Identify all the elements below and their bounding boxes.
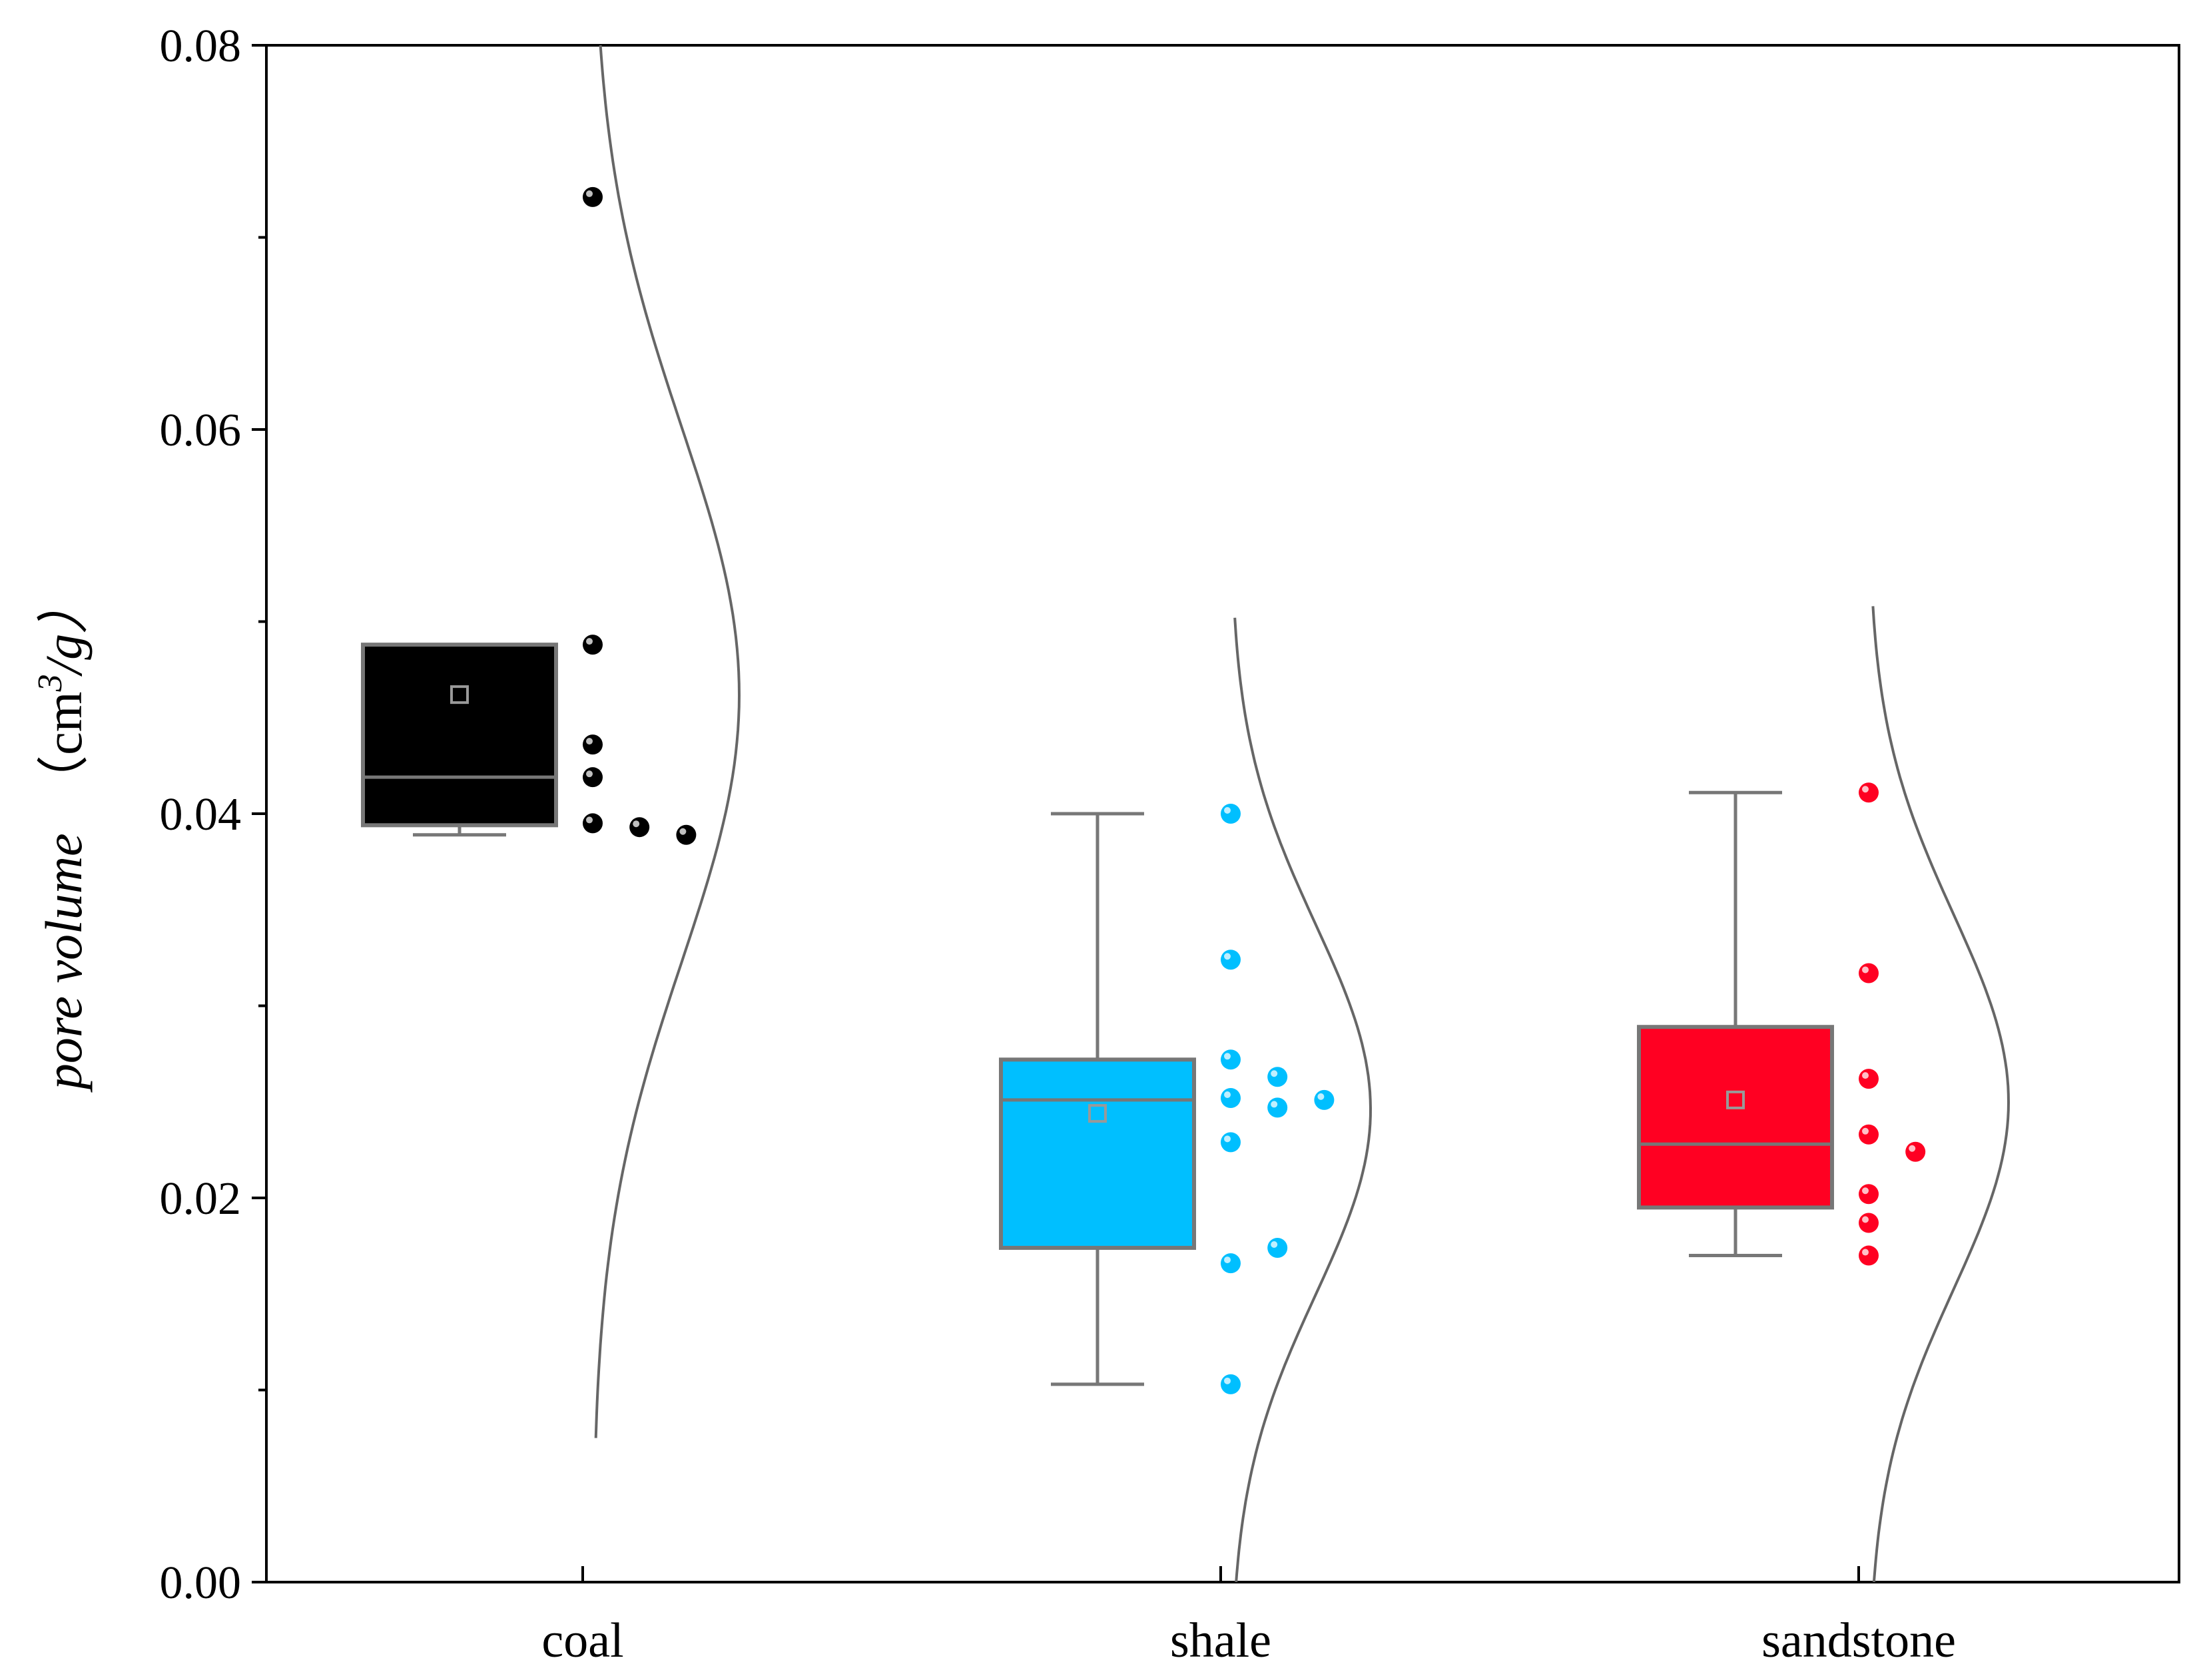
data-point-highlight — [1862, 1187, 1869, 1195]
mean-marker — [1088, 1104, 1107, 1123]
data-point — [1221, 804, 1241, 824]
data-point — [1221, 1132, 1241, 1153]
data-point — [1859, 1069, 1879, 1089]
data-point — [1859, 1245, 1879, 1266]
data-point — [1314, 1089, 1335, 1110]
data-point-highlight — [1862, 1216, 1869, 1223]
data-point-highlight — [1224, 953, 1231, 960]
box — [1637, 1025, 1834, 1210]
data-point-highlight — [586, 816, 593, 824]
data-point-highlight — [633, 820, 640, 828]
data-point — [1221, 1087, 1241, 1108]
box — [999, 1057, 1196, 1251]
data-point-highlight — [1224, 807, 1231, 814]
box — [361, 643, 558, 828]
data-point — [1221, 1374, 1241, 1394]
y-tick-label: 0.04 — [160, 789, 242, 840]
data-point-highlight — [1224, 1257, 1231, 1264]
density-curve — [594, 45, 741, 1438]
density-curve — [1233, 617, 1373, 1583]
data-point — [629, 817, 650, 838]
data-point — [1267, 1238, 1288, 1259]
data-point-highlight — [1862, 966, 1869, 974]
data-point — [1267, 1097, 1288, 1118]
x-tick-label: shale — [1170, 1613, 1271, 1668]
data-point — [1221, 950, 1241, 970]
data-point — [1267, 1067, 1288, 1087]
data-point-highlight — [1862, 1072, 1869, 1079]
data-point-highlight — [586, 738, 593, 745]
mean-marker — [450, 685, 469, 704]
data-point-highlight — [679, 828, 687, 835]
data-point-highlight — [586, 770, 593, 778]
data-point — [583, 635, 603, 655]
data-point-highlight — [1271, 1101, 1278, 1108]
mean-marker — [1726, 1090, 1745, 1109]
data-point-highlight — [1224, 1135, 1231, 1143]
data-point — [1905, 1141, 1926, 1162]
density-curve — [1871, 606, 2011, 1583]
data-point-highlight — [1224, 1091, 1231, 1098]
data-point-highlight — [586, 190, 593, 197]
data-point — [583, 767, 603, 788]
y-axis-label: pore volume （cm3/g） — [31, 582, 93, 1093]
data-point — [1859, 782, 1879, 803]
y-tick-label: 0.02 — [160, 1173, 242, 1225]
data-point-highlight — [1271, 1241, 1278, 1249]
data-point — [1221, 1049, 1241, 1070]
data-point-highlight — [1862, 786, 1869, 793]
data-point — [1859, 1184, 1879, 1205]
data-point — [1859, 1213, 1879, 1233]
data-point — [1221, 1253, 1241, 1274]
data-point-highlight — [1862, 1127, 1869, 1135]
data-point — [583, 186, 603, 207]
data-point-highlight — [586, 638, 593, 645]
data-point-highlight — [1224, 1053, 1231, 1060]
y-tick-label: 0.06 — [160, 405, 242, 456]
data-point — [676, 824, 697, 845]
data-point — [1859, 963, 1879, 983]
data-point — [1859, 1124, 1879, 1145]
data-point-highlight — [1224, 1377, 1231, 1384]
y-tick-label: 0.08 — [160, 21, 242, 72]
x-tick-label: coal — [541, 1613, 623, 1668]
y-tick-label: 0.00 — [160, 1557, 242, 1609]
data-point-highlight — [1909, 1145, 1916, 1152]
data-point-highlight — [1317, 1093, 1325, 1100]
data-point — [583, 813, 603, 834]
x-tick-label: sandstone — [1761, 1613, 1956, 1668]
data-point-highlight — [1271, 1070, 1278, 1077]
data-point — [583, 734, 603, 755]
data-point-highlight — [1862, 1249, 1869, 1256]
plot-area: 0.00 0.02 0.04 0.06 0.08 coal shale sandstone — [160, 21, 2180, 1668]
